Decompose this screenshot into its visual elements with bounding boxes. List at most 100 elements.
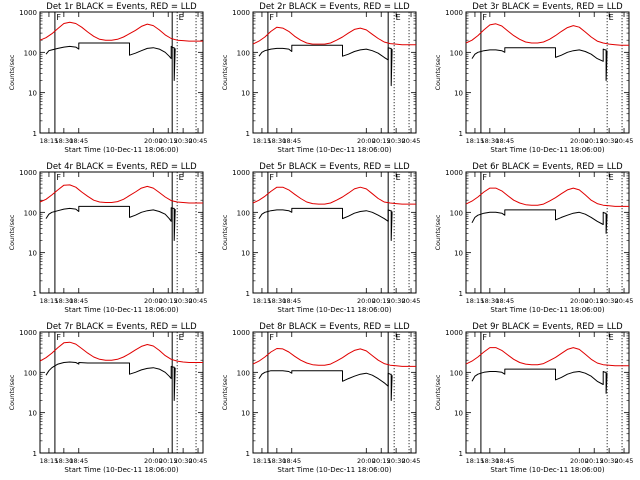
x-axis-label: Start Time (10-Dec-11 18:06:00) bbox=[490, 306, 604, 314]
chart-title: Det 4r BLACK = Events, RED = LLD bbox=[46, 162, 197, 172]
y-axis-label: Counts/sec bbox=[434, 54, 442, 90]
x-tick-label: 18:45 bbox=[282, 457, 301, 465]
y-tick-label: 1 bbox=[459, 290, 463, 298]
x-tick-label: 20:00 bbox=[144, 297, 163, 305]
x-tick-label: 20:45 bbox=[402, 297, 421, 305]
chart-title: Det 1r BLACK = Events, RED = LLD bbox=[46, 2, 197, 12]
marker-label: F bbox=[482, 333, 487, 342]
x-tick-label: 18:15 bbox=[466, 137, 485, 145]
x-tick-label: 18:30 bbox=[267, 137, 286, 145]
series-line-lld bbox=[39, 184, 203, 204]
y-tick-label: 1000 bbox=[232, 329, 250, 337]
x-tick-label: 18:45 bbox=[282, 297, 301, 305]
x-tick-label: 18:45 bbox=[495, 137, 514, 145]
y-tick-label: 1000 bbox=[232, 9, 250, 17]
x-tick-label: 20:30 bbox=[600, 457, 619, 465]
x-axis-label: Start Time (10-Dec-11 18:06:00) bbox=[490, 146, 604, 154]
y-tick-label: 100 bbox=[24, 369, 37, 377]
x-axis-label: Start Time (10-Dec-11 18:06:00) bbox=[64, 306, 178, 314]
series-line-events bbox=[45, 42, 176, 81]
series-line-events bbox=[258, 44, 393, 87]
x-tick-label: 18:45 bbox=[282, 137, 301, 145]
series-line-lld bbox=[39, 341, 203, 363]
y-tick-label: 100 bbox=[450, 49, 463, 57]
marker-label: E bbox=[179, 13, 184, 22]
y-axis-label: Counts/sec bbox=[8, 374, 16, 410]
x-axis-label: Start Time (10-Dec-11 18:06:00) bbox=[64, 466, 178, 474]
plot-frame bbox=[39, 11, 204, 134]
y-tick-label: 1 bbox=[246, 130, 250, 138]
x-tick-label: 20:00 bbox=[357, 457, 376, 465]
x-tick-label: 20:45 bbox=[189, 137, 208, 145]
y-axis-label: Counts/sec bbox=[434, 214, 442, 250]
marker-label: E bbox=[396, 333, 401, 342]
series-line-lld bbox=[465, 347, 629, 367]
series-line-lld bbox=[39, 21, 203, 42]
x-tick-label: 20:45 bbox=[615, 457, 634, 465]
series-line-events bbox=[258, 370, 393, 401]
x-tick-label: 18:15 bbox=[40, 457, 59, 465]
plot-frame bbox=[465, 11, 630, 134]
marker-label: E bbox=[396, 173, 401, 182]
x-tick-label: 20:45 bbox=[189, 457, 208, 465]
x-tick-label: 20:30 bbox=[174, 457, 193, 465]
x-tick-label: 18:15 bbox=[253, 297, 272, 305]
x-tick-label: 20:45 bbox=[615, 137, 634, 145]
plot-frame bbox=[39, 331, 204, 454]
y-tick-label: 10 bbox=[28, 410, 37, 418]
y-axis-label: Counts/sec bbox=[221, 214, 229, 250]
x-tick-label: 20:15 bbox=[372, 457, 391, 465]
x-tick-label: 20:45 bbox=[402, 137, 421, 145]
marker-label: F bbox=[56, 13, 61, 22]
marker-label: F bbox=[269, 333, 274, 342]
x-tick-label: 18:45 bbox=[69, 297, 88, 305]
x-tick-label: 18:15 bbox=[40, 137, 59, 145]
x-tick-label: 20:15 bbox=[159, 137, 178, 145]
y-tick-label: 100 bbox=[237, 369, 250, 377]
y-tick-label: 1 bbox=[33, 290, 37, 298]
y-tick-label: 10 bbox=[241, 410, 250, 418]
x-tick-label: 18:30 bbox=[480, 457, 499, 465]
x-tick-label: 20:00 bbox=[570, 457, 589, 465]
series-line-lld bbox=[252, 26, 416, 46]
y-tick-label: 100 bbox=[237, 209, 250, 217]
series-line-events bbox=[45, 205, 176, 241]
series-line-events bbox=[471, 209, 608, 234]
x-tick-label: 20:30 bbox=[600, 297, 619, 305]
x-tick-label: 20:45 bbox=[402, 457, 421, 465]
y-tick-label: 100 bbox=[24, 209, 37, 217]
series-line-lld bbox=[252, 186, 416, 205]
x-axis-label: Start Time (10-Dec-11 18:06:00) bbox=[64, 146, 178, 154]
x-tick-label: 20:15 bbox=[585, 297, 604, 305]
y-tick-label: 1 bbox=[459, 130, 463, 138]
x-tick-label: 18:30 bbox=[54, 137, 73, 145]
y-tick-label: 1000 bbox=[19, 329, 37, 337]
marker-label: E bbox=[179, 173, 184, 182]
chart-panel: Det 4r BLACK = Events, RED = LLD 1 10 100 10… bbox=[8, 162, 207, 314]
marker-label: F bbox=[56, 173, 61, 182]
x-tick-label: 20:15 bbox=[585, 457, 604, 465]
marker-label: F bbox=[482, 173, 487, 182]
x-tick-label: 20:30 bbox=[387, 297, 406, 305]
y-tick-label: 1 bbox=[246, 450, 250, 458]
chart-panel: Det 5r BLACK = Events, RED = LLD 1 10 100 10… bbox=[221, 162, 420, 314]
y-axis-label: Counts/sec bbox=[221, 54, 229, 90]
y-axis-label: Counts/sec bbox=[434, 374, 442, 410]
y-tick-label: 10 bbox=[241, 250, 250, 258]
x-tick-label: 20:30 bbox=[387, 457, 406, 465]
x-tick-label: 18:15 bbox=[253, 457, 272, 465]
x-tick-label: 18:30 bbox=[480, 137, 499, 145]
y-tick-label: 100 bbox=[24, 49, 37, 57]
marker-label: F bbox=[56, 333, 61, 342]
y-axis-label: Counts/sec bbox=[221, 374, 229, 410]
chart-panel: Det 7r BLACK = Events, RED = LLD 1 10 100 10… bbox=[8, 322, 207, 474]
y-tick-label: 1000 bbox=[19, 169, 37, 177]
x-tick-label: 20:00 bbox=[570, 137, 589, 145]
y-tick-label: 100 bbox=[450, 209, 463, 217]
y-tick-label: 10 bbox=[454, 250, 463, 258]
marker-label: F bbox=[482, 13, 487, 22]
x-axis-label: Start Time (10-Dec-11 18:06:00) bbox=[277, 146, 391, 154]
x-tick-label: 18:15 bbox=[466, 297, 485, 305]
x-tick-label: 20:30 bbox=[174, 137, 193, 145]
marker-label: E bbox=[609, 13, 614, 22]
